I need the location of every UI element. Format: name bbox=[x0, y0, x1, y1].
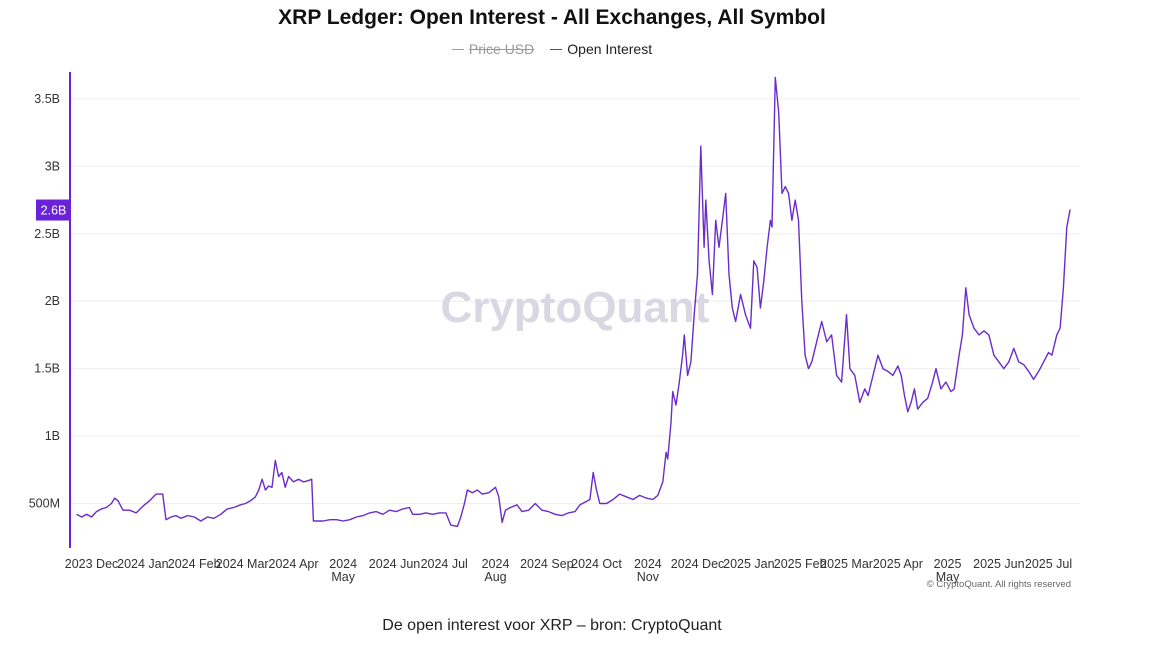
x-tick-label: 2024 Oct bbox=[571, 557, 622, 571]
chart-plot[interactable]: CryptoQuant 500M 1B 1.5B 2B 2.5B 3B 3.5B 2023 … bbox=[0, 0, 1104, 600]
x-tick-label: 2024 Dec bbox=[671, 557, 725, 571]
x-tick-label: 2025 Mar bbox=[820, 557, 873, 571]
legend-label-open-interest: Open Interest bbox=[567, 41, 653, 57]
y-tick-label: 1B bbox=[45, 429, 60, 443]
x-tick-label: 2025 May bbox=[934, 557, 962, 584]
legend: Price USD Open Interest bbox=[0, 41, 1104, 57]
legend-swatch-price-usd bbox=[451, 48, 464, 50]
current-value-badge-bg bbox=[36, 199, 71, 221]
open-interest-line bbox=[76, 76, 1071, 528]
x-tick-label: 2024 Apr bbox=[269, 557, 319, 571]
current-value-badge-label: 2.6B bbox=[41, 204, 67, 218]
watermark: CryptoQuant bbox=[441, 283, 710, 332]
legend-item-price-usd[interactable]: Price USD bbox=[451, 41, 535, 57]
x-tick-label: 2024 Nov bbox=[634, 557, 662, 584]
legend-label-price-usd: Price USD bbox=[468, 41, 535, 57]
y-tick-label: 2.5B bbox=[34, 227, 60, 241]
grid-lines bbox=[70, 98, 1080, 505]
x-tick-label: 2024 May bbox=[329, 557, 357, 584]
x-tick-label: 2023 Dec bbox=[65, 557, 119, 571]
x-tick-label: 2024 Mar bbox=[216, 557, 269, 571]
x-tick-label: 2024 Feb bbox=[168, 557, 221, 571]
x-tick-label: 2024 Sep bbox=[520, 557, 574, 571]
legend-item-open-interest[interactable]: Open Interest bbox=[550, 41, 652, 57]
x-tick-label: 2025 Jan bbox=[723, 557, 774, 571]
legend-swatch-open-interest bbox=[550, 48, 563, 50]
chart-title: XRP Ledger: Open Interest - All Exchange… bbox=[278, 6, 826, 29]
x-tick-label: 2025 Jun bbox=[973, 557, 1024, 571]
x-tick-label: 2024 Jun bbox=[369, 557, 420, 571]
current-value-badge: 2.6B bbox=[36, 199, 71, 221]
y-tick-label: 1.5B bbox=[34, 362, 60, 376]
y-axis-ticks: 500M 1B 1.5B 2B 2.5B 3B 3.5B bbox=[29, 92, 60, 511]
x-tick-label: 2025 Feb bbox=[774, 557, 827, 571]
y-tick-label: 3.5B bbox=[34, 92, 60, 106]
copyright-notice: © CryptoQuant. All rights reserved bbox=[927, 579, 1071, 590]
y-tick-label: 500M bbox=[29, 497, 60, 511]
y-tick-label: 2B bbox=[45, 294, 60, 308]
y-tick-label: 3B bbox=[45, 159, 60, 173]
x-tick-label: 2024 Jan bbox=[117, 557, 168, 571]
x-tick-label: 2024 Aug bbox=[482, 557, 510, 584]
figure-caption: De open interest voor XRP – bron: Crypto… bbox=[382, 617, 722, 634]
x-tick-label: 2025 Apr bbox=[873, 557, 923, 571]
x-tick-label: 2024 Jul bbox=[421, 557, 468, 571]
x-tick-label: 2025 Jul bbox=[1025, 557, 1072, 571]
